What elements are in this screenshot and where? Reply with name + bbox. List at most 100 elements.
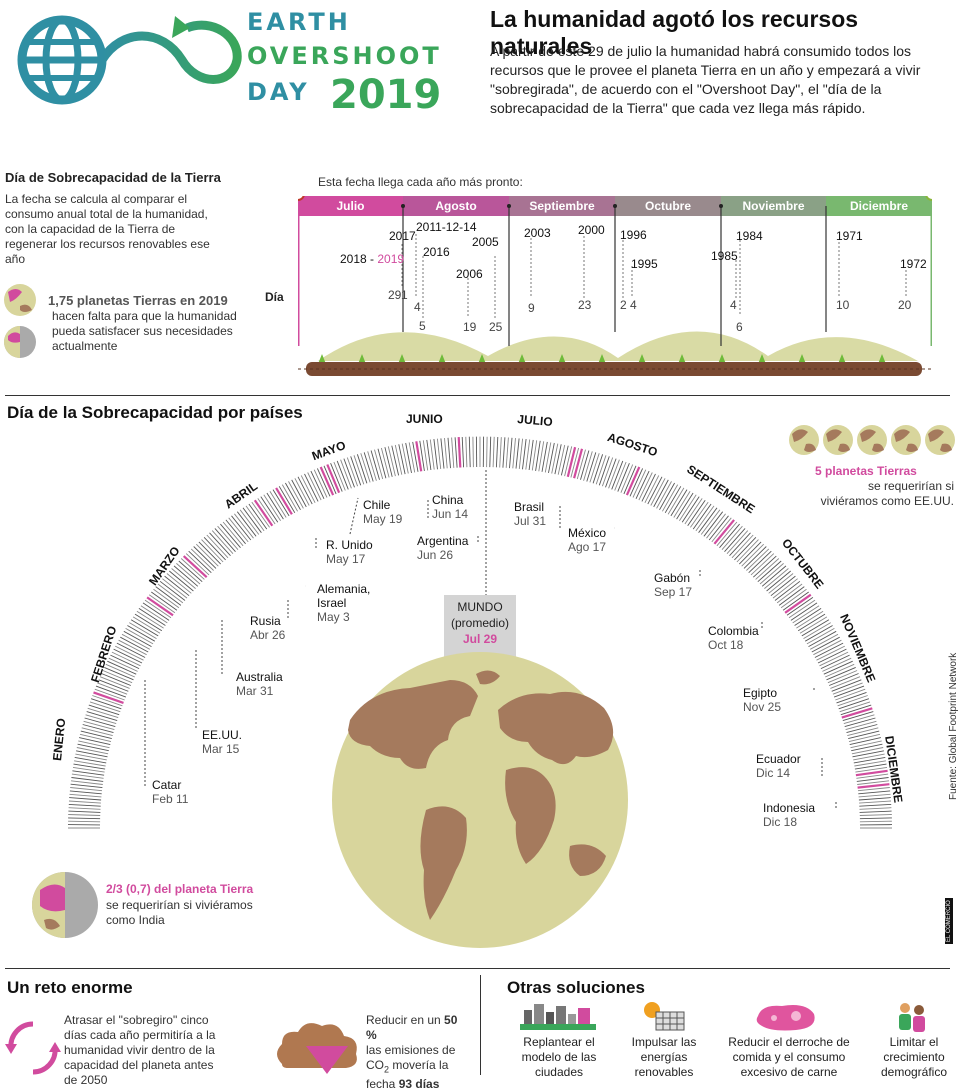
arc-day-highlight bbox=[858, 784, 890, 787]
arc-day-tick bbox=[305, 474, 319, 502]
arc-day-tick bbox=[555, 444, 561, 474]
arc-day-tick bbox=[665, 486, 681, 513]
arc-day-tick bbox=[77, 748, 108, 754]
india-bold: 2/3 (0,7) del planeta Tierra bbox=[106, 882, 253, 896]
year-1985: 1985 bbox=[711, 249, 738, 263]
arc-day-tick bbox=[858, 791, 890, 794]
arc-day-tick bbox=[81, 731, 112, 739]
arc-day-tick bbox=[156, 587, 181, 606]
arc-day-tick bbox=[115, 646, 143, 660]
arc-day-tick bbox=[820, 652, 849, 666]
day-1971: 10 bbox=[836, 298, 849, 312]
arc-day-tick bbox=[100, 677, 130, 689]
reto-title: Un reto enorme bbox=[7, 978, 133, 998]
arc-month-junio: JUNIO bbox=[406, 412, 443, 426]
meat-icon bbox=[752, 1000, 822, 1034]
arc-day-tick bbox=[633, 470, 646, 498]
arc-day-tick bbox=[526, 440, 530, 470]
arc-day-tick bbox=[78, 744, 109, 751]
arc-day-tick bbox=[815, 643, 843, 657]
arc-day-tick bbox=[496, 437, 497, 467]
world-sub: (promedio) bbox=[444, 615, 516, 631]
arc-day-tick bbox=[452, 438, 454, 468]
arc-day-tick bbox=[734, 537, 756, 560]
city-icon bbox=[518, 1002, 598, 1032]
arc-day-tick bbox=[764, 569, 788, 589]
arc-day-tick bbox=[829, 674, 858, 686]
arc-day-tick bbox=[406, 443, 412, 473]
day-1985: 4 bbox=[730, 298, 737, 312]
arc-day-tick bbox=[773, 579, 798, 598]
section-divider-1 bbox=[5, 395, 950, 396]
arc-day-tick bbox=[69, 798, 101, 800]
arc-day-tick bbox=[117, 643, 145, 657]
logo-line2: OVERSHOOT bbox=[247, 42, 442, 70]
arc-day-tick bbox=[375, 450, 383, 479]
year-1972: 1972 bbox=[900, 257, 927, 271]
arc-day-tick bbox=[781, 589, 806, 608]
country-eeuu: EE.UU.Mar 15 bbox=[202, 728, 242, 756]
arc-day-tick bbox=[762, 566, 786, 586]
arc-day-tick bbox=[725, 528, 746, 551]
year-2016: 2016 bbox=[423, 245, 450, 259]
arc-day-tick bbox=[549, 443, 555, 473]
arc-day-tick bbox=[810, 634, 838, 649]
arc-day-tick bbox=[516, 438, 519, 468]
arc-day-tick bbox=[289, 481, 304, 508]
arc-day-tick bbox=[78, 741, 109, 748]
arc-day-tick bbox=[473, 437, 474, 467]
solution-carne: Reducir el derroche de comida y el consu… bbox=[726, 1035, 852, 1080]
arc-day-tick bbox=[107, 661, 136, 674]
arc-day-tick bbox=[758, 561, 781, 582]
arc-day-tick bbox=[812, 637, 840, 652]
solution-ciudades: Replantear el modelo de las ciudades bbox=[516, 1035, 602, 1080]
arc-day-tick bbox=[434, 439, 438, 469]
arc-day-tick bbox=[109, 658, 138, 671]
solution-demografico: Limitar el crecimiento demográfico bbox=[872, 1035, 956, 1080]
arc-day-tick bbox=[654, 480, 669, 507]
arc-day-tick bbox=[767, 571, 791, 591]
arc-day-tick bbox=[813, 640, 841, 655]
arc-day-tick bbox=[503, 437, 505, 467]
arc-day-tick bbox=[172, 569, 196, 589]
arc-day-tick bbox=[103, 671, 132, 683]
arc-day-tick bbox=[402, 444, 408, 474]
arc-day-tick bbox=[71, 784, 103, 787]
logo-line1: EARTH bbox=[247, 8, 351, 36]
arc-day-tick bbox=[727, 531, 748, 554]
arc-day-tick bbox=[68, 811, 100, 812]
arc-day-tick bbox=[662, 485, 677, 512]
year-2005: 2005 bbox=[472, 235, 499, 249]
arc-day-tick bbox=[737, 540, 759, 562]
arc-day-tick bbox=[469, 437, 470, 467]
arc-day-tick bbox=[500, 437, 502, 467]
arc-day-tick bbox=[850, 738, 881, 745]
arc-day-tick bbox=[753, 556, 776, 577]
arc-day-tick bbox=[202, 540, 224, 562]
day-2006: 25 bbox=[489, 320, 502, 334]
year-2017: 2017 bbox=[389, 229, 416, 243]
arc-day-tick bbox=[295, 478, 309, 505]
arc-day-tick bbox=[167, 574, 191, 594]
arc-day-tick bbox=[80, 734, 111, 741]
arc-day-tick bbox=[771, 576, 796, 596]
solar-panel-icon bbox=[638, 1000, 688, 1034]
timeline-caption: Esta fecha llega cada año más pronto: bbox=[318, 175, 523, 190]
day-1972: 20 bbox=[898, 298, 911, 312]
arc-day-tick bbox=[860, 821, 892, 822]
arc-day-tick bbox=[859, 801, 891, 803]
arc-day-tick bbox=[122, 634, 150, 649]
arc-day-tick bbox=[510, 438, 513, 468]
co2-cloud-icon bbox=[272, 1014, 362, 1074]
arc-day-tick bbox=[775, 581, 800, 600]
arc-day-tick bbox=[68, 815, 100, 816]
arc-day-tick bbox=[487, 437, 488, 467]
arc-day-tick bbox=[119, 640, 147, 655]
co2-text: Reducir en un 50 % las emisiones de CO2 … bbox=[366, 1013, 471, 1092]
year-2011-12-14: 2011-12-14 bbox=[416, 220, 477, 234]
year-2000: 2000 bbox=[578, 223, 605, 237]
arc-day-tick bbox=[279, 486, 295, 513]
